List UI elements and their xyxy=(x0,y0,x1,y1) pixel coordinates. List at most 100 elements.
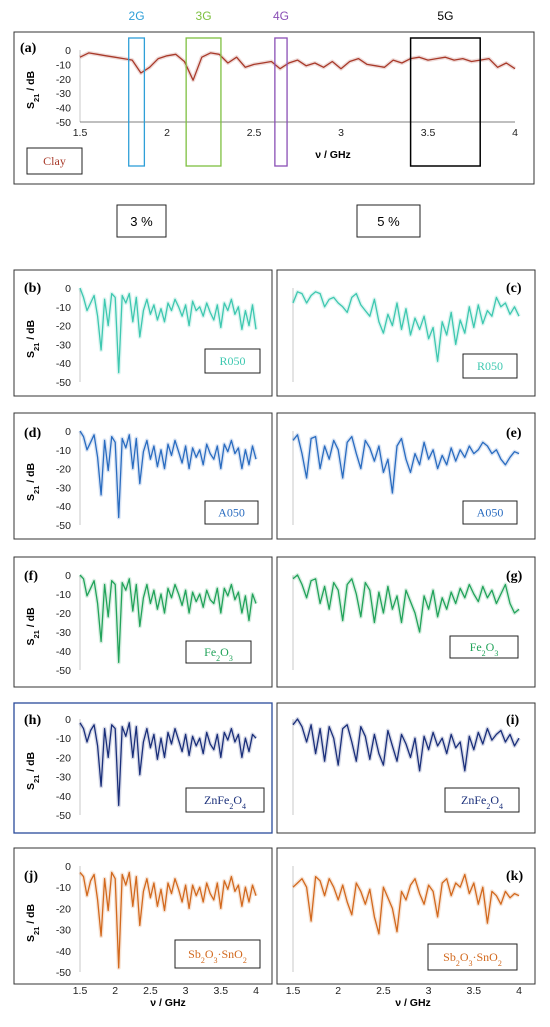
panel-frame xyxy=(276,412,536,540)
panel-frame xyxy=(13,556,273,688)
y-tick-label: -40 xyxy=(56,501,71,513)
panel-label: (b) xyxy=(24,281,41,296)
y-axis-label: S21 / dB xyxy=(25,71,41,110)
x-tick-label: 2 xyxy=(164,127,170,139)
y-tick-label: -40 xyxy=(56,946,71,958)
series-line-g xyxy=(292,574,520,633)
x-tick-label: 3.5 xyxy=(421,127,436,139)
material-label: A050 xyxy=(477,506,504,520)
material-box xyxy=(185,640,252,664)
series-line-c xyxy=(292,291,520,362)
y-tick-label: -50 xyxy=(56,810,71,822)
y-tick-label: -10 xyxy=(56,302,71,314)
series-line-f xyxy=(79,574,257,664)
material-box xyxy=(427,943,518,971)
panel-e: 0-10-20(e)A050 xyxy=(276,412,536,540)
panel-b: 0 -10 -20 -30 -40 -50 S21 / dB (b) R050 xyxy=(13,269,273,397)
panel-frame xyxy=(13,702,273,834)
panel-frame xyxy=(276,556,536,688)
panel-frame xyxy=(13,269,273,397)
x-tick-label: 4 xyxy=(253,985,259,997)
panel-h: 0 -10 -20 -30 -40 -50 S21 / dB (h) ZnFe2O4 xyxy=(13,702,273,834)
material-box xyxy=(204,500,259,525)
x-tick-label: 2.5 xyxy=(376,985,391,997)
y-axis-label: S21 / dB xyxy=(25,463,41,502)
y-tick-label: -20 xyxy=(56,752,71,764)
x-tick-label: 1.5 xyxy=(286,985,301,997)
material-box xyxy=(449,635,519,659)
column-box xyxy=(116,204,167,238)
material-label: ZnFe2O4 xyxy=(461,793,503,811)
y-tick-label: -30 xyxy=(56,88,71,100)
y-tick-label: -10 xyxy=(56,882,71,894)
panel-g: 0-10-20(g)Fe2O3 xyxy=(276,556,536,688)
panel-i: 0-10-20(i)ZnFe2O4 xyxy=(276,702,536,834)
y-tick-label: -20 xyxy=(56,608,71,620)
y-tick-label: -50 xyxy=(56,117,71,129)
band-box-5G xyxy=(409,37,481,167)
material-label: R050 xyxy=(219,354,245,368)
panel-label: (k) xyxy=(506,869,523,884)
y-tick-label: 0 xyxy=(65,426,71,438)
panel-d: 0 -10 -20 -30 -40 -50 S21 / dB (d) A050 xyxy=(13,412,273,540)
material-box xyxy=(185,787,265,813)
y-tick-label: -30 xyxy=(56,482,71,494)
y-axis-label: S21 / dB xyxy=(25,904,41,943)
y-tick-label: -50 xyxy=(56,967,71,979)
band-label-5G: 5G xyxy=(437,9,453,23)
material-label: ZnFe2O4 xyxy=(204,793,246,811)
y-tick-label: -20 xyxy=(56,903,71,915)
panel-label: (i) xyxy=(506,713,520,728)
x-tick-label: 3.5 xyxy=(213,985,228,997)
x-axis-label: ν / GHz xyxy=(150,997,186,1009)
y-tick-label: -10 xyxy=(56,589,71,601)
x-axis-label: ν / GHz xyxy=(395,997,431,1009)
y-tick-label: -20 xyxy=(56,321,71,333)
y-tick-label: -10 xyxy=(56,733,71,745)
x-axis-label: ν / GHz xyxy=(315,149,351,161)
panel-label: (d) xyxy=(24,426,41,441)
y-tick-label: 0 xyxy=(65,861,71,873)
band-label-3G: 3G xyxy=(196,9,212,23)
band-label-4G: 4G xyxy=(273,9,289,23)
series-line-a xyxy=(79,52,516,81)
material-box xyxy=(26,147,83,175)
y-tick-label: -10 xyxy=(56,445,71,457)
panel-label: (f) xyxy=(24,569,38,584)
series-line-h xyxy=(79,722,257,807)
column-label: 5 % xyxy=(377,214,400,229)
series-line-i xyxy=(292,718,520,772)
material-label: Fe2O3 xyxy=(470,640,499,658)
band-label-2G: 2G xyxy=(129,9,145,23)
panel-f: 0 -10 -20 -30 -40 -50 S21 / dB (f) Fe2O3 xyxy=(13,556,273,688)
series-line-k xyxy=(292,873,520,935)
x-tick-label: 3.5 xyxy=(466,985,481,997)
material-label: Clay xyxy=(43,154,66,168)
y-tick-label: 0 xyxy=(65,714,71,726)
y-tick-label: -30 xyxy=(56,339,71,351)
y-axis-label: S21 / dB xyxy=(25,752,41,791)
panel-frame xyxy=(13,847,273,985)
y-tick-label: -40 xyxy=(56,791,71,803)
x-tick-label: 2 xyxy=(112,985,118,997)
y-tick-label: 0 xyxy=(65,570,71,582)
panel-label: (a) xyxy=(20,41,37,56)
y-tick-label: -30 xyxy=(56,925,71,937)
panel-label: (j) xyxy=(24,869,38,884)
panel-label: (e) xyxy=(506,426,522,441)
y-tick-label: -10 xyxy=(56,59,71,71)
material-box xyxy=(444,787,520,813)
series-line-j xyxy=(79,871,257,969)
material-label: R050 xyxy=(477,359,503,373)
panel-c: 0-10-20(c)R050 xyxy=(276,269,536,397)
y-tick-label: -20 xyxy=(56,74,71,86)
y-tick-label: -40 xyxy=(56,103,71,115)
x-tick-label: 1.5 xyxy=(73,985,88,997)
series-line-d xyxy=(79,430,257,519)
y-axis-label: S21 / dB xyxy=(25,320,41,359)
panel-label: (h) xyxy=(24,713,41,728)
y-tick-label: -30 xyxy=(56,627,71,639)
material-label: A050 xyxy=(218,506,245,520)
x-tick-label: 4 xyxy=(516,985,522,997)
panel-frame xyxy=(276,847,536,985)
